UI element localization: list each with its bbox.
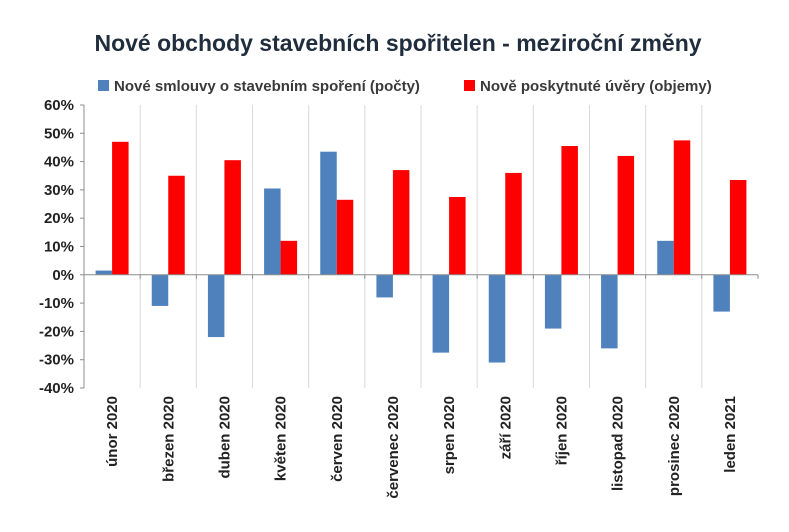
bar-smlouvy-9 [544, 274, 562, 329]
axes [80, 104, 759, 389]
y-tick-label: 20% [44, 210, 74, 227]
bar-smlouvy-10 [601, 274, 618, 349]
legend-label-uvery: Nově poskytnuté úvěry (objemy) [480, 78, 712, 95]
bar-uvery-2 [168, 175, 185, 275]
x-tick-label: září 2020 [497, 396, 514, 459]
y-tick-label: 60% [44, 97, 74, 114]
y-tick-label: 10% [44, 239, 74, 256]
bar-uvery-12 [729, 179, 747, 275]
bar-uvery-4 [280, 240, 298, 275]
x-tick-label: březen 2020 [160, 396, 177, 482]
bar-smlouvy-6 [376, 274, 393, 298]
legend: Nové smlouvy o stavebním spoření (počty)… [98, 78, 712, 95]
x-tick-label: leden 2021 [722, 396, 739, 473]
y-axis-ticks: -40% -30% -20% -10% 0% 10% 20% 30% 40% 50% 60% [39, 97, 74, 397]
bar-smlouvy-7 [432, 274, 450, 353]
y-tick-label: 50% [44, 125, 74, 142]
bar-smlouvy-2 [151, 274, 169, 306]
bar-smlouvy-5 [320, 151, 337, 275]
y-tick-label: -30% [39, 352, 74, 369]
bar-smlouvy-1 [95, 270, 113, 275]
bars [95, 140, 747, 363]
y-tick-label: -20% [39, 323, 74, 340]
legend-swatch-uvery [464, 80, 475, 91]
x-axis-ticks: únor 2020 březen 2020 duben 2020 květen 202… [104, 396, 739, 499]
x-tick-label: srpen 2020 [441, 396, 458, 474]
bar-uvery-11 [673, 140, 691, 275]
legend-label-smlouvy: Nové smlouvy o stavebním spoření (počty) [114, 78, 420, 95]
bar-uvery-9 [561, 146, 578, 275]
y-tick-label: 30% [44, 182, 74, 199]
x-tick-label: květen 2020 [273, 396, 290, 481]
x-tick-label: říjen 2020 [553, 396, 570, 465]
x-tick-label: únor 2020 [104, 396, 121, 467]
bar-uvery-8 [505, 172, 522, 275]
x-tick-label: listopad 2020 [610, 396, 627, 491]
bar-smlouvy-8 [488, 274, 506, 363]
bar-uvery-5 [336, 199, 354, 275]
bar-uvery-7 [449, 196, 466, 275]
y-tick-label: 40% [44, 154, 74, 171]
bar-uvery-10 [617, 155, 635, 275]
bar-smlouvy-4 [264, 188, 281, 275]
bar-uvery-1 [112, 141, 129, 275]
bar-uvery-6 [392, 170, 410, 275]
chart-title: Nové obchody stavebních spořitelen - mez… [94, 30, 701, 56]
x-tick-label: červen 2020 [329, 396, 346, 482]
bar-smlouvy-11 [657, 240, 674, 275]
bar-uvery-3 [224, 160, 241, 275]
y-tick-label: -40% [39, 380, 74, 397]
legend-swatch-smlouvy [98, 80, 109, 91]
gridlines [139, 105, 703, 388]
x-tick-label: červenec 2020 [385, 396, 402, 499]
y-tick-label: -10% [39, 295, 74, 312]
y-tick-label: 0% [52, 267, 74, 284]
x-tick-label: prosinec 2020 [666, 396, 683, 496]
x-tick-label: duben 2020 [216, 396, 233, 479]
bar-smlouvy-3 [207, 274, 225, 338]
bar-smlouvy-12 [713, 274, 730, 312]
